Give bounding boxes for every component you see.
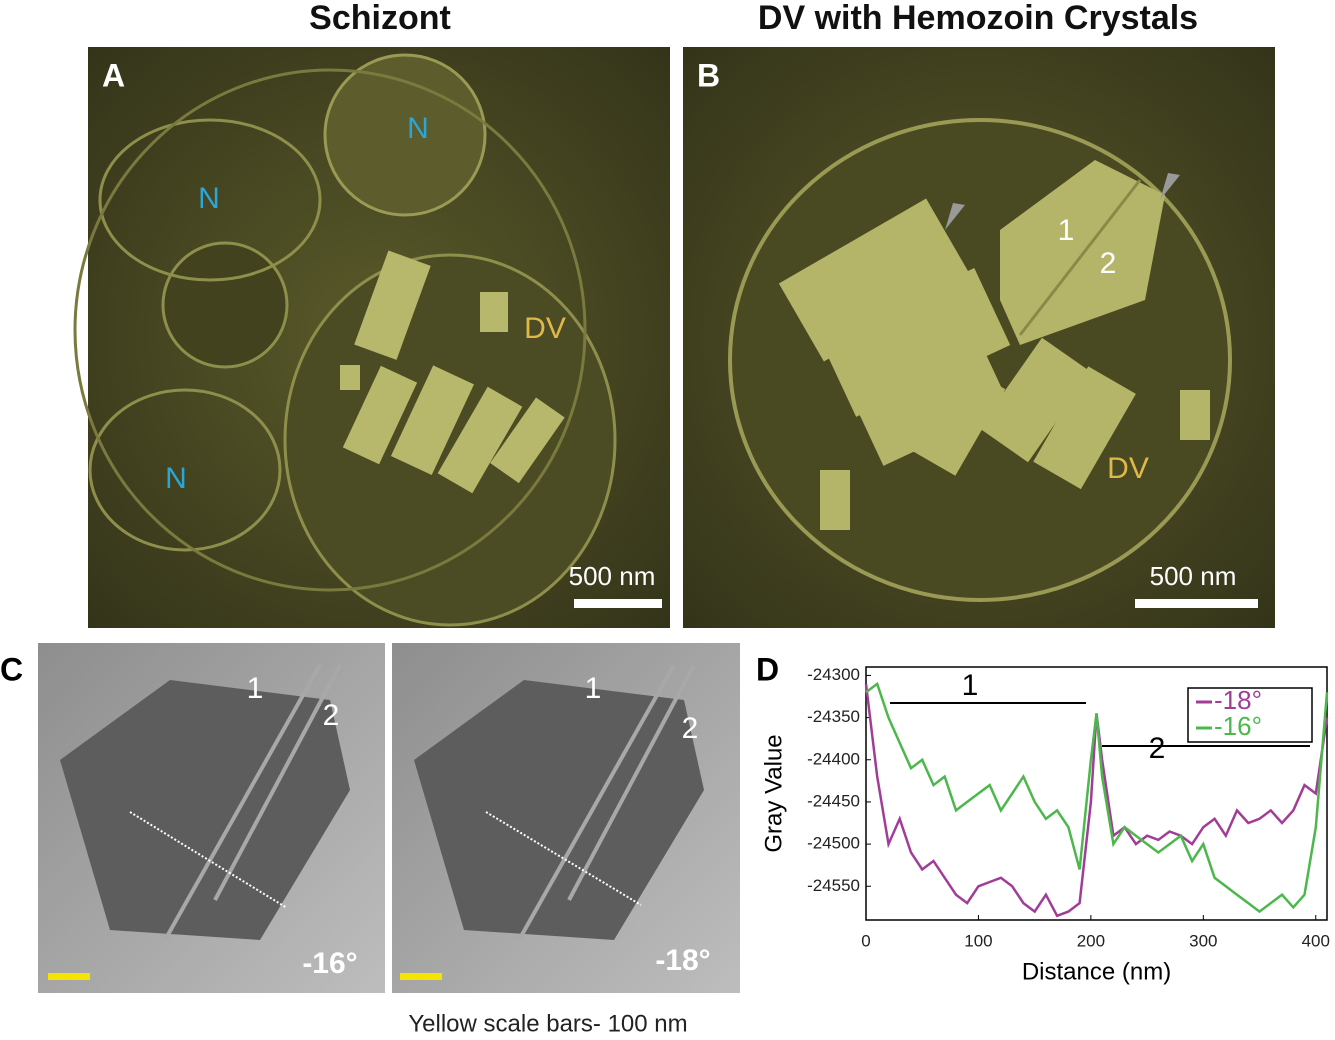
legend-label: -16° <box>1214 711 1262 741</box>
panel-title: Schizont <box>309 0 451 37</box>
annotation: DV <box>1107 452 1149 485</box>
micrograph-c1 <box>38 643 385 993</box>
angle-label: -16° <box>302 947 357 980</box>
panel-label: D <box>756 651 779 687</box>
scale-bar-label: 500 nm <box>1150 561 1237 591</box>
y-tick-label: -24300 <box>807 665 860 684</box>
x-tick-label: 400 <box>1302 931 1330 950</box>
annotation: N <box>198 182 220 215</box>
y-tick-label: -24450 <box>807 791 860 810</box>
annotation: N <box>165 462 187 495</box>
annotation: N <box>407 112 429 145</box>
y-axis-label: Gray Value <box>760 734 787 852</box>
caption: Yellow scale bars- 100 nm <box>408 1010 687 1037</box>
line-chart: 0 100 200 300 400 -24300 -24350 -24400 -24450 -24… <box>760 665 1330 985</box>
annotation: DV <box>524 312 566 345</box>
annotation: 2 <box>1149 732 1166 765</box>
annotation: 1 <box>585 672 602 705</box>
annotation: 1 <box>1058 214 1075 247</box>
annotation: 1 <box>247 672 264 705</box>
panel-label: B <box>697 57 720 93</box>
micrograph-a <box>73 47 670 628</box>
annotation: 1 <box>962 669 979 702</box>
angle-label: -18° <box>655 944 710 977</box>
y-tick-label: -24500 <box>807 834 860 853</box>
panel-label: C <box>0 651 23 687</box>
panel-title: DV with Hemozoin Crystals <box>758 0 1198 37</box>
annotation: 2 <box>682 712 699 745</box>
legend-box <box>1187 687 1313 743</box>
scale-bar-label: 500 nm <box>569 561 656 591</box>
scale-bar <box>574 599 662 608</box>
annotation: 2 <box>1100 247 1117 280</box>
legend-label: -18° <box>1214 685 1262 715</box>
x-tick-label: 200 <box>1077 931 1105 950</box>
plot-frame <box>865 666 1328 921</box>
y-tick-label: -24400 <box>807 749 860 768</box>
y-tick-label: -24350 <box>807 707 860 726</box>
series-line <box>865 681 1329 914</box>
x-tick-label: 0 <box>861 931 870 950</box>
micrograph-b <box>683 47 1275 628</box>
scale-bar <box>1135 599 1258 608</box>
annotation: 2 <box>323 699 340 732</box>
micrograph-c2 <box>392 643 740 993</box>
x-tick-label: 300 <box>1189 931 1217 950</box>
y-tick-label: -24550 <box>807 876 860 895</box>
panel-label: A <box>102 57 125 93</box>
x-tick-label: 100 <box>964 931 992 950</box>
x-axis-label: Distance (nm) <box>1022 958 1171 985</box>
